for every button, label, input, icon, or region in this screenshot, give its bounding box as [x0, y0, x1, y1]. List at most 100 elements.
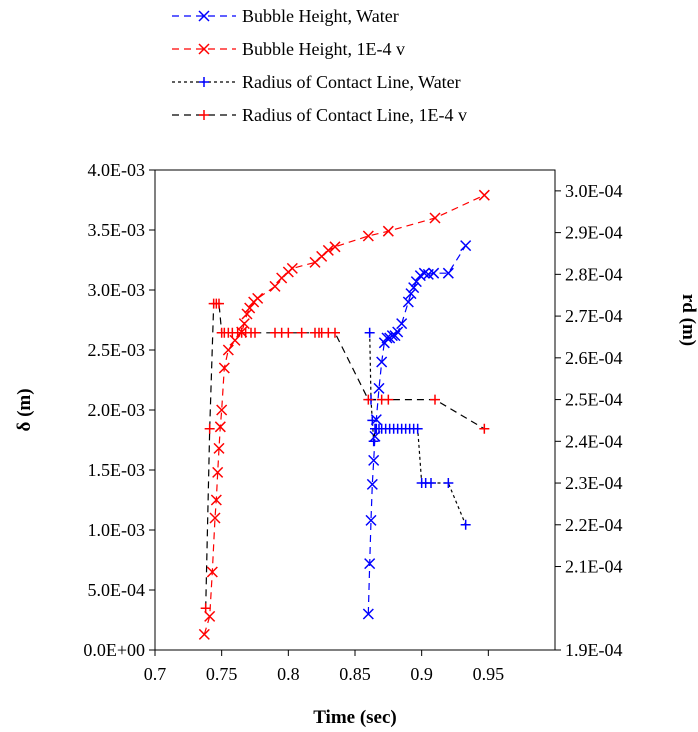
data-point: [362, 230, 374, 242]
data-point: [210, 494, 222, 506]
data-point: [214, 421, 226, 433]
data-point: [198, 10, 210, 22]
data-point: [296, 327, 307, 338]
data-point: [204, 423, 215, 434]
data-point: [212, 466, 224, 478]
data-point: [322, 244, 334, 256]
series-line: [203, 194, 485, 635]
y-axis-label-left: δ (m): [14, 388, 35, 431]
series-2: [198, 189, 490, 640]
data-point: [199, 110, 209, 120]
x-tick-label: 0.95: [473, 664, 505, 684]
y-left-tick-label: 3.5E-03: [88, 220, 146, 240]
data-point: [241, 308, 253, 320]
data-point: [443, 478, 454, 489]
series-layer: [198, 189, 490, 640]
data-point: [383, 394, 394, 405]
x-tick-label: 0.9: [410, 664, 433, 684]
y-axis-label-right: rd (m): [678, 294, 698, 346]
data-point: [382, 225, 394, 237]
data-point: [367, 415, 378, 426]
x-tick-label: 0.7: [144, 664, 167, 684]
y-right-tick-label: 2.1E-04: [565, 557, 623, 577]
data-point: [412, 423, 423, 434]
data-point: [366, 478, 378, 490]
data-point: [244, 302, 256, 314]
data-point: [460, 519, 471, 530]
series-line: [367, 245, 467, 615]
data-point: [428, 267, 440, 279]
y-left-tick-label: 0.0E+00: [83, 640, 145, 660]
data-point: [213, 442, 225, 454]
y-right-tick-label: 3.0E-04: [565, 181, 623, 201]
legend-label: Radius of Contact Line, Water: [242, 72, 461, 92]
data-point: [386, 330, 398, 342]
data-point: [363, 394, 374, 405]
data-point: [373, 382, 385, 394]
data-point: [269, 280, 281, 292]
x-tick-label: 0.75: [206, 664, 238, 684]
data-point: [364, 327, 375, 338]
data-point: [329, 241, 341, 253]
y-right-tick-label: 2.3E-04: [565, 473, 623, 493]
data-point: [479, 423, 490, 434]
legend-item-1: Bubble Height, Water: [172, 6, 399, 26]
data-point: [283, 327, 294, 338]
y-left-tick-label: 2.5E-03: [88, 340, 146, 360]
data-point: [200, 603, 211, 614]
data-point: [430, 394, 440, 405]
legend-item-3: Radius of Contact Line, Water: [172, 72, 461, 92]
y-right-tick-label: 2.9E-04: [565, 223, 623, 243]
y-right-tick-label: 2.6E-04: [565, 348, 623, 368]
data-point: [330, 327, 340, 338]
data-point: [238, 318, 250, 330]
legend-label: Bubble Height, 1E-4 v: [242, 39, 405, 59]
data-point: [252, 292, 264, 304]
legend: Bubble Height, Water Bubble Height, 1E-4 …: [172, 6, 467, 125]
data-point: [429, 212, 441, 224]
data-point: [396, 318, 408, 330]
series-3: [364, 327, 471, 530]
data-point: [198, 628, 210, 640]
data-point: [216, 404, 228, 416]
data-point: [209, 512, 221, 524]
x-axis-label: Time (sec): [313, 707, 397, 728]
legend-item-4: Radius of Contact Line, 1E-4 v: [172, 105, 467, 125]
legend-label: Bubble Height, Water: [242, 6, 399, 26]
legend-label: Radius of Contact Line, 1E-4 v: [242, 105, 467, 125]
y-right-tick-label: 2.7E-04: [565, 306, 623, 326]
data-point: [402, 296, 414, 308]
data-point: [405, 288, 417, 300]
y-left-tick-label: 3.0E-03: [88, 280, 146, 300]
data-point: [442, 267, 454, 279]
series-line: [369, 332, 467, 526]
data-point: [199, 77, 209, 87]
y-left-tick-label: 5.0E-04: [88, 580, 146, 600]
data-point: [286, 262, 298, 274]
plot-area: [154, 169, 556, 651]
data-point: [408, 282, 420, 294]
series-line: [205, 303, 485, 609]
y-right-tick-label: 2.8E-04: [565, 264, 623, 284]
axes: 0.7 0.75 0.8 0.85 0.9 0.95 0.0E+00 5.0E-04 1.0E-…: [83, 160, 622, 684]
data-point: [250, 327, 260, 338]
data-point: [381, 332, 393, 344]
data-point: [368, 436, 379, 447]
data-point: [214, 298, 224, 309]
data-point: [478, 189, 490, 201]
data-point: [229, 334, 241, 346]
data-point: [460, 240, 472, 252]
data-point: [368, 454, 380, 466]
plot-frame: [154, 169, 556, 651]
x-tick-label: 0.85: [339, 664, 371, 684]
x-tick-label: 0.8: [277, 664, 300, 684]
data-point: [222, 344, 234, 356]
y-left-tick-label: 2.0E-03: [88, 400, 146, 420]
data-point: [365, 514, 377, 526]
y-left-tick-label: 1.0E-03: [88, 520, 146, 540]
data-point: [198, 43, 210, 55]
y-right-tick-label: 1.9E-04: [565, 640, 623, 660]
data-point: [206, 566, 218, 578]
legend-item-2: Bubble Height, 1E-4 v: [172, 39, 405, 59]
